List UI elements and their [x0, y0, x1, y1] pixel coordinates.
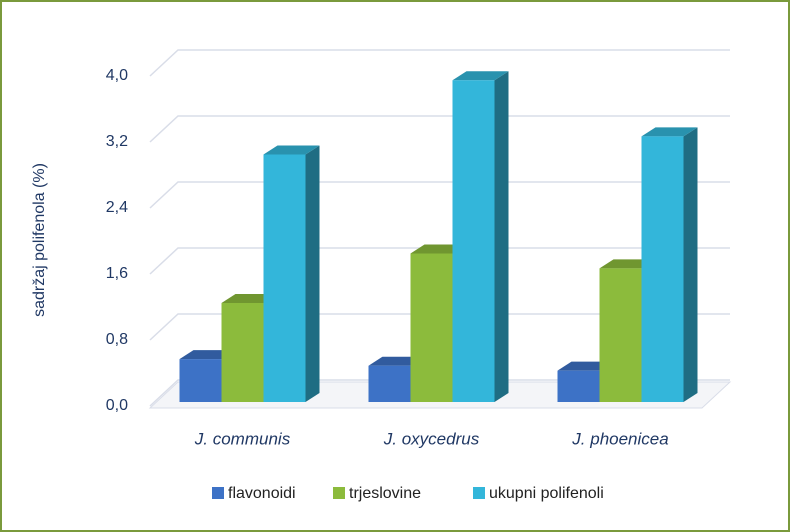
x-tick-label: J. communis [194, 429, 291, 448]
grid-line [149, 379, 730, 407]
bar-front [641, 136, 684, 402]
y-tick-label: 0,8 [106, 331, 128, 348]
bar-front [368, 365, 411, 402]
bar-front [263, 154, 306, 402]
y-tick-label: 4,0 [106, 67, 128, 84]
bar [263, 145, 320, 402]
bar-top [263, 145, 320, 155]
bar-front [179, 359, 222, 402]
y-tick-label: 1,6 [106, 265, 128, 282]
bar-side [683, 127, 698, 402]
x-tick-label: J. oxycedrus [383, 429, 480, 448]
y-tick-label: 2,4 [106, 199, 128, 216]
grid-line [149, 115, 730, 143]
bar-top [452, 71, 509, 81]
y-tick-label: 3,2 [106, 133, 128, 150]
legend-label: ukupni polifenoli [489, 485, 604, 502]
legend-swatch [333, 487, 345, 499]
grid-line [149, 313, 730, 341]
bar-side [494, 71, 509, 402]
legend-label: flavonoidi [228, 485, 296, 502]
grid-line [149, 247, 730, 275]
legend-label: trjeslovine [349, 485, 421, 502]
bar-front [221, 303, 264, 402]
legend-swatch [212, 487, 224, 499]
y-axis-title: sadržaj polifenola (%) [31, 163, 48, 317]
bar-front [452, 80, 495, 402]
legend-swatch [473, 487, 485, 499]
bar-top [641, 127, 698, 137]
y-tick-label: 0,0 [106, 397, 128, 414]
bar-front [599, 268, 642, 402]
grid-line [149, 49, 730, 77]
bar-front [410, 253, 453, 402]
x-tick-label: J. phoenicea [571, 429, 668, 448]
bar-front [557, 370, 600, 402]
bar [452, 71, 509, 402]
grid-line [149, 181, 730, 209]
bar-side [305, 145, 320, 402]
bar [641, 127, 698, 402]
